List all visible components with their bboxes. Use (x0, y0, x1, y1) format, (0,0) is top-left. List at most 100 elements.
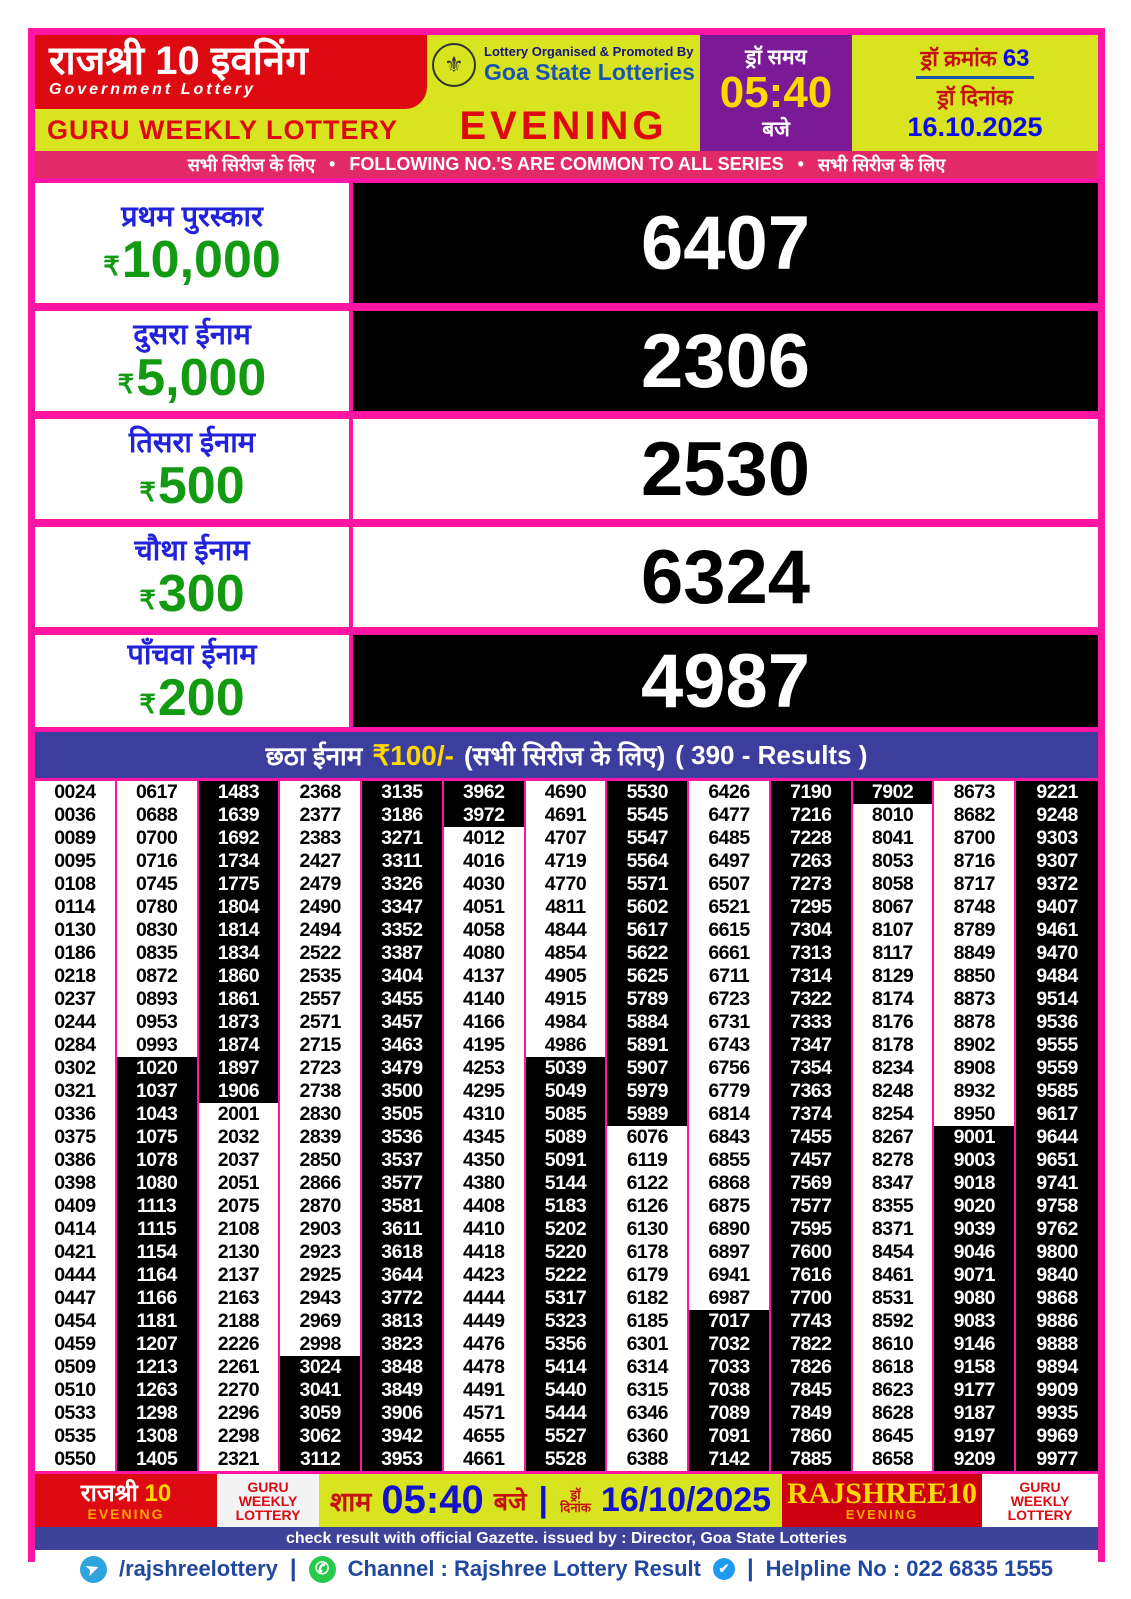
result-number: 9935 (1016, 1402, 1098, 1425)
result-number: 8645 (852, 1425, 933, 1448)
result-number: 5989 (607, 1103, 688, 1126)
result-number: 8849 (934, 942, 1015, 965)
results-column-3: 1483 1639 1692 1734 1775 1804 1814 1834 1860 1861… (198, 781, 281, 1471)
result-number: 0447 (35, 1287, 115, 1310)
result-number: 0409 (35, 1195, 115, 1218)
result-number: 9209 (934, 1448, 1015, 1471)
result-number: 0509 (35, 1356, 115, 1379)
footer-brand-en: RAJSHREE10 (786, 1477, 978, 1510)
result-number: 9909 (1016, 1379, 1098, 1402)
result-number: 0036 (35, 804, 115, 827)
result-number: 2535 (280, 965, 361, 988)
result-number: 0336 (35, 1103, 115, 1126)
result-number: 2738 (280, 1080, 361, 1103)
result-number: 5622 (607, 942, 688, 965)
result-number: 0535 (35, 1425, 115, 1448)
result-number: 2296 (198, 1402, 279, 1425)
result-number: 9221 (1016, 781, 1098, 804)
result-number: 8041 (852, 827, 933, 850)
result-number: 0454 (35, 1310, 115, 1333)
result-number: 8248 (852, 1080, 933, 1103)
result-number: 3463 (362, 1034, 442, 1057)
result-number: 8673 (934, 781, 1015, 804)
result-number: 1405 (116, 1448, 197, 1471)
result-number: 3024 (280, 1356, 361, 1379)
result-number: 9039 (934, 1218, 1015, 1241)
result-number: 4854 (525, 942, 606, 965)
result-number: 0444 (35, 1264, 115, 1287)
result-number: 2261 (198, 1356, 279, 1379)
result-number: 2188 (198, 1310, 279, 1333)
result-number: 6779 (689, 1080, 769, 1103)
footer-brand-hi: राजश्री (80, 1479, 138, 1507)
result-number: 3611 (362, 1218, 442, 1241)
result-number: 6855 (689, 1149, 769, 1172)
result-number: 5183 (525, 1195, 606, 1218)
rupee-icon: ₹ (117, 369, 135, 399)
result-number: 0617 (116, 781, 197, 804)
result-number: 3644 (362, 1264, 442, 1287)
result-number: 5356 (525, 1333, 606, 1356)
result-number: 9886 (1016, 1310, 1098, 1333)
result-number: 7313 (770, 942, 851, 965)
result-number: 4295 (443, 1080, 524, 1103)
result-number: 7322 (770, 988, 851, 1011)
result-number: 7273 (770, 873, 851, 896)
result-number: 1154 (116, 1241, 197, 1264)
results-column-2: 0617 0688 0700 0716 0745 0780 0830 0835 0872 0893… (116, 781, 199, 1471)
draw-time-box: ड्रॉ समय 05:40 बजे (700, 35, 852, 151)
result-number: 0244 (35, 1011, 115, 1034)
results-column-1: 0024 0036 0089 0095 0108 0114 0130 0186 0218 0237… (35, 781, 117, 1471)
result-number: 5617 (607, 919, 688, 942)
result-number: 7743 (770, 1310, 851, 1333)
result-number: 2866 (280, 1172, 361, 1195)
result-number: 6122 (607, 1172, 688, 1195)
result-number: 9248 (1016, 804, 1098, 827)
result-number: 4984 (525, 1011, 606, 1034)
result-number: 7849 (770, 1402, 851, 1425)
result-number: 9083 (934, 1310, 1015, 1333)
footer-time-value: 05:40 (381, 1478, 484, 1522)
result-number: 2270 (198, 1379, 279, 1402)
result-number: 2715 (280, 1034, 361, 1057)
prize-5-winning-number: 4987 (353, 635, 1098, 727)
result-number: 6987 (689, 1287, 769, 1310)
results-grid: 0024 0036 0089 0095 0108 0114 0130 0186 0218 0237… (35, 778, 1098, 1471)
result-number: 0414 (35, 1218, 115, 1241)
prize-3-label: तिसरा ईनाम (128, 427, 256, 459)
result-number: 4380 (443, 1172, 524, 1195)
result-number: 7295 (770, 896, 851, 919)
result-number: 6661 (689, 942, 769, 965)
result-number: 8592 (852, 1310, 933, 1333)
result-number: 1166 (116, 1287, 197, 1310)
result-number: 8932 (934, 1080, 1015, 1103)
result-number: 7263 (770, 850, 851, 873)
result-number: 9514 (1016, 988, 1098, 1011)
result-number: 6723 (689, 988, 769, 1011)
result-number: 5414 (525, 1356, 606, 1379)
result-number: 4310 (443, 1103, 524, 1126)
result-number: 4476 (443, 1333, 524, 1356)
result-number: 4410 (443, 1218, 524, 1241)
result-number: 6814 (689, 1103, 769, 1126)
result-number: 3813 (362, 1310, 442, 1333)
result-number: 9644 (1016, 1126, 1098, 1149)
draw-date-label: ड्रॉ दिनांक (937, 85, 1013, 110)
result-number: 6182 (607, 1287, 688, 1310)
result-number: 2137 (198, 1264, 279, 1287)
result-number: 4345 (443, 1126, 524, 1149)
lottery-result-sheet: राजश्री 10 इवनिंग Government Lottery GUR… (28, 28, 1105, 1588)
prize-3-amount: 500 (157, 457, 245, 515)
result-number: 1734 (198, 850, 279, 873)
result-number: 1308 (116, 1425, 197, 1448)
result-number: 1043 (116, 1103, 197, 1126)
lottery-title: राजश्री 10 इवनिंग (49, 39, 308, 83)
result-number: 9187 (934, 1402, 1015, 1425)
result-number: 3457 (362, 1011, 442, 1034)
result-number: 9758 (1016, 1195, 1098, 1218)
result-number: 2377 (280, 804, 361, 827)
result-number: 6507 (689, 873, 769, 896)
result-number: 6301 (607, 1333, 688, 1356)
footer-brand-num: 10 (144, 1479, 172, 1507)
result-number: 8610 (852, 1333, 933, 1356)
